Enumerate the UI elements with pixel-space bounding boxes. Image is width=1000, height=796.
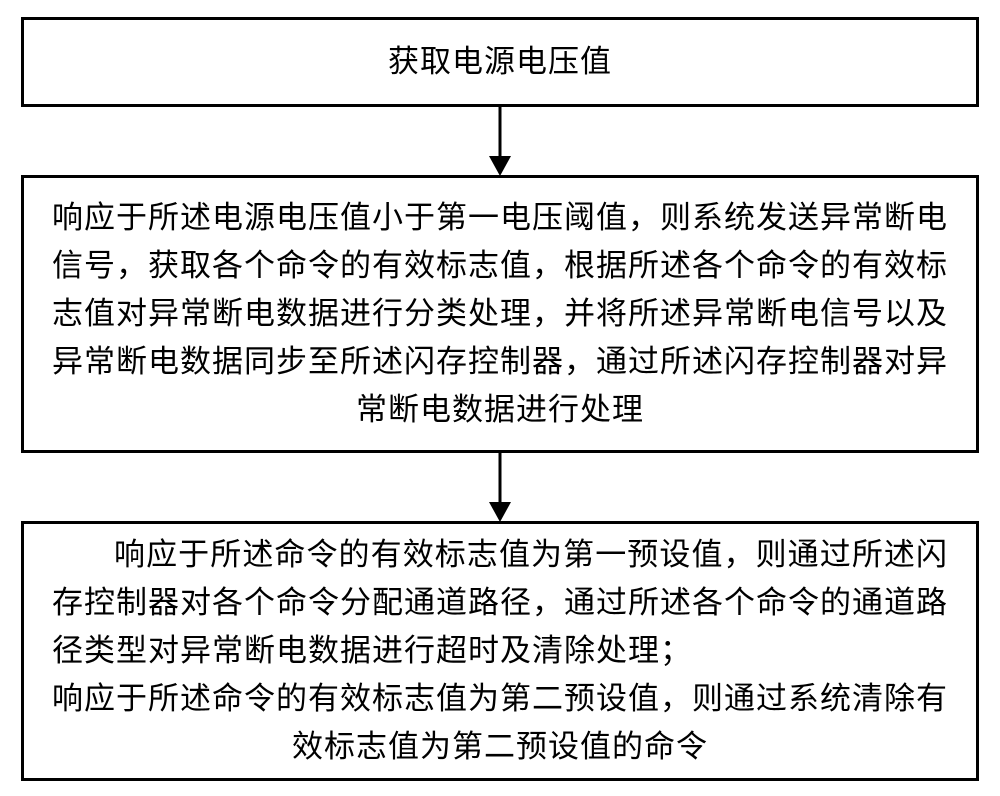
flow-step-2: 响应于所述电源电压值小于第一电压阈值，则系统发送异常断电信号，获取各个命令的有效… (21, 175, 979, 453)
flow-step-3-para2: 响应于所述命令的有效标志值为第二预设值，则通过系统清除有效标志值为第二预设值的命… (52, 675, 948, 771)
flow-step-1: 获取电源电压值 (21, 17, 979, 107)
flow-step-3-para1: 响应于所述命令的有效标志值为第一预设值，则通过所述闪存控制器对各个命令分配通道路… (52, 531, 948, 675)
flowchart-canvas: 获取电源电压值 响应于所述电源电压值小于第一电压阈值，则系统发送异常断电信号，获… (0, 0, 1000, 796)
flow-step-3: 响应于所述命令的有效标志值为第一预设值，则通过所述闪存控制器对各个命令分配通道路… (21, 521, 979, 781)
flow-step-2-text: 响应于所述电源电压值小于第一电压阈值，则系统发送异常断电信号，获取各个命令的有效… (52, 200, 948, 427)
flow-step-1-text: 获取电源电压值 (388, 44, 612, 79)
